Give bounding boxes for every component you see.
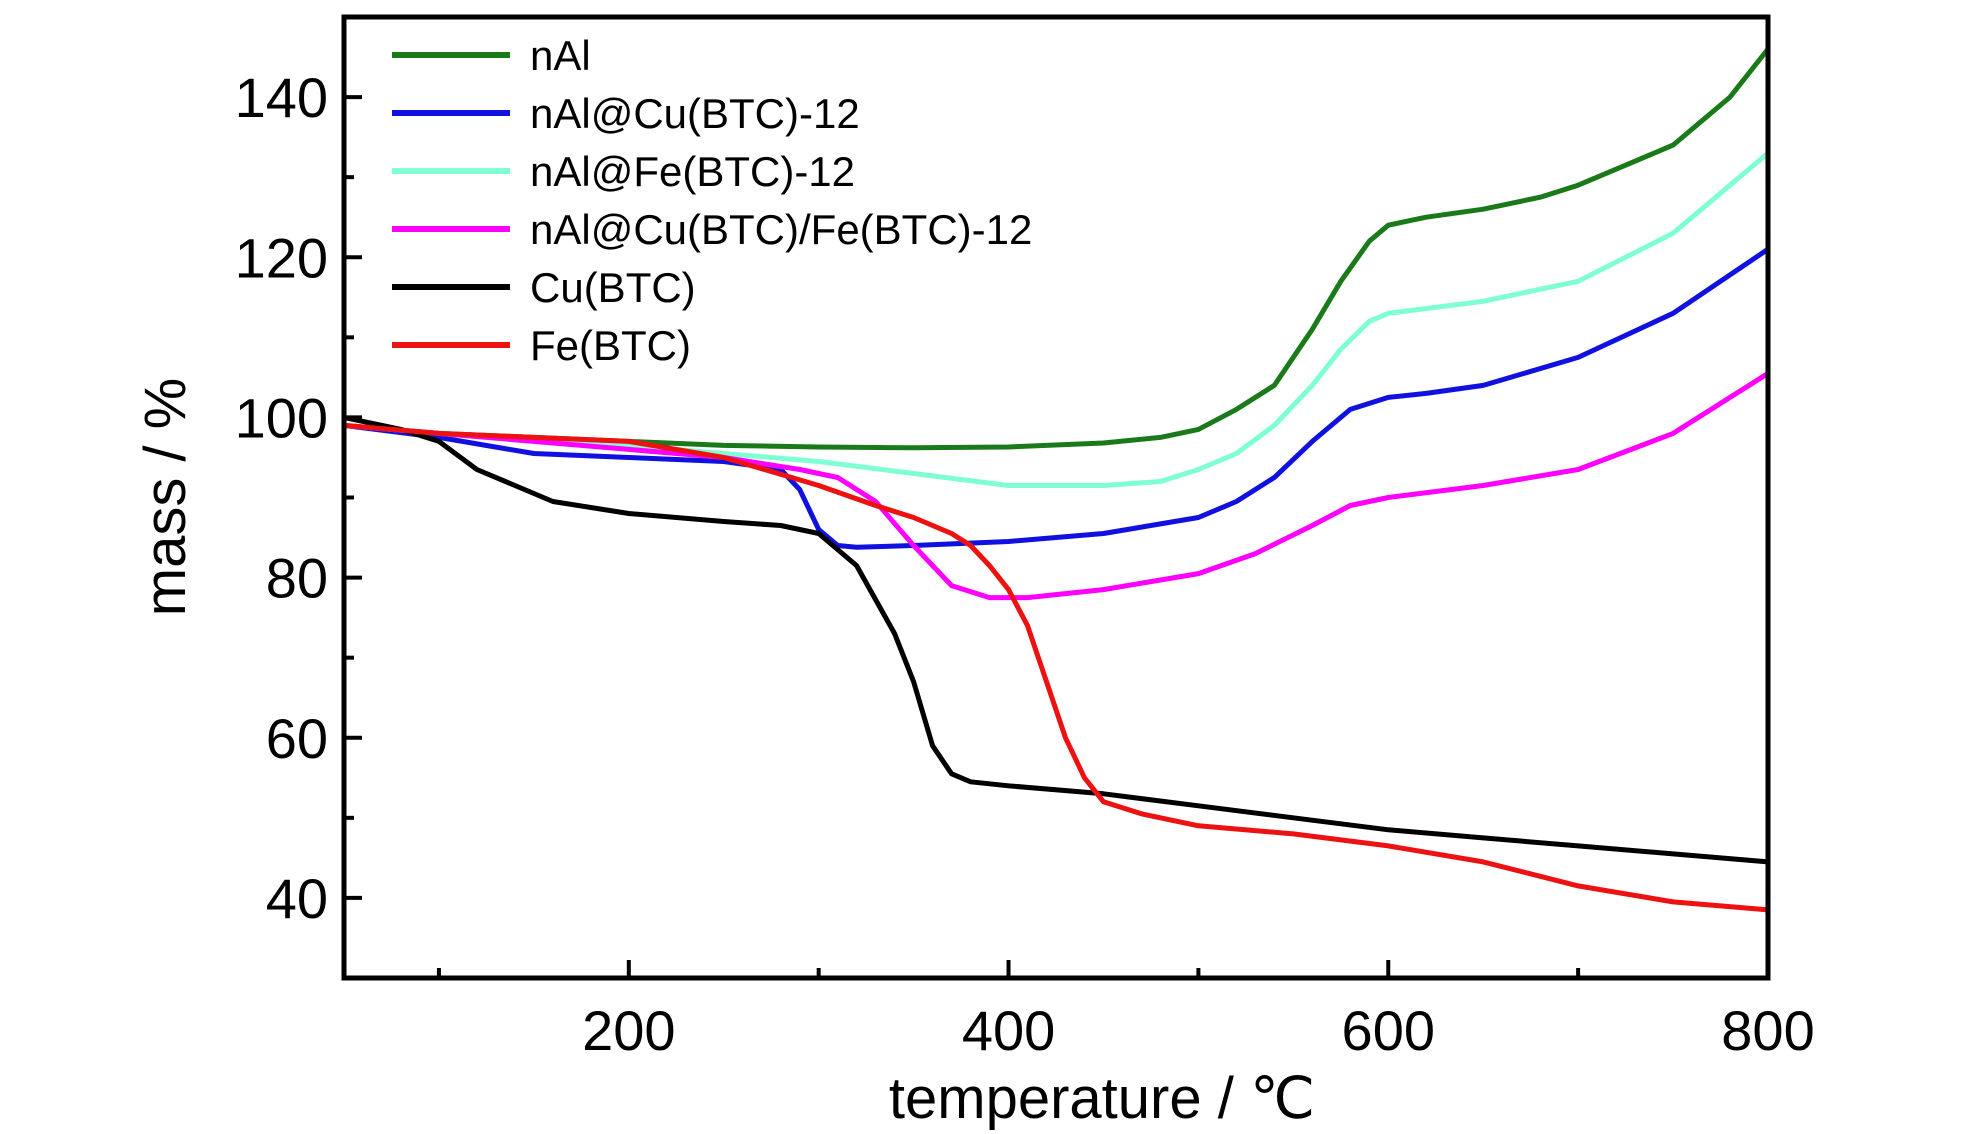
series-line-2 <box>341 150 1771 488</box>
series-line-4 <box>341 414 1771 865</box>
x-tick-label-3: 800 <box>1721 999 1814 1062</box>
y-tick-label-4: 120 <box>235 226 328 289</box>
y-tick-label-5: 140 <box>235 66 328 129</box>
legend-label-3: nAl@Cu(BTC)/Fe(BTC)-12 <box>530 206 1032 253</box>
legend-label-1: nAl@Cu(BTC)-12 <box>530 90 860 137</box>
series-line-3 <box>341 370 1771 601</box>
x-tick-label-1: 400 <box>962 999 1055 1062</box>
legend-label-2: nAl@Fe(BTC)-12 <box>530 148 855 195</box>
legend-label-0: nAl <box>530 32 591 79</box>
x-axis-title: temperature / ℃ <box>889 1066 1315 1131</box>
y-tick-label-0: 40 <box>266 867 328 930</box>
x-axis-ticks: 200 400 600 800 <box>436 960 1815 1062</box>
x-tick-label-2: 600 <box>1342 999 1435 1062</box>
series-line-1 <box>341 246 1771 550</box>
y-tick-label-2: 80 <box>266 547 328 610</box>
series-line-5 <box>341 422 1771 913</box>
y-tick-label-1: 60 <box>266 707 328 770</box>
legend-label-5: Fe(BTC) <box>530 322 691 369</box>
y-axis-ticks: 40 60 80 100 120 140 <box>235 66 362 930</box>
plot-lines <box>341 46 1771 913</box>
series-line-0 <box>341 46 1771 451</box>
legend: nAl nAl@Cu(BTC)-12 nAl@Fe(BTC)-12 nAl@Cu(BT… <box>392 32 1032 369</box>
y-tick-label-3: 100 <box>235 386 328 449</box>
legend-label-4: Cu(BTC) <box>530 264 696 311</box>
x-tick-label-0: 200 <box>582 999 675 1062</box>
y-axis-title: mass / % <box>133 378 198 617</box>
